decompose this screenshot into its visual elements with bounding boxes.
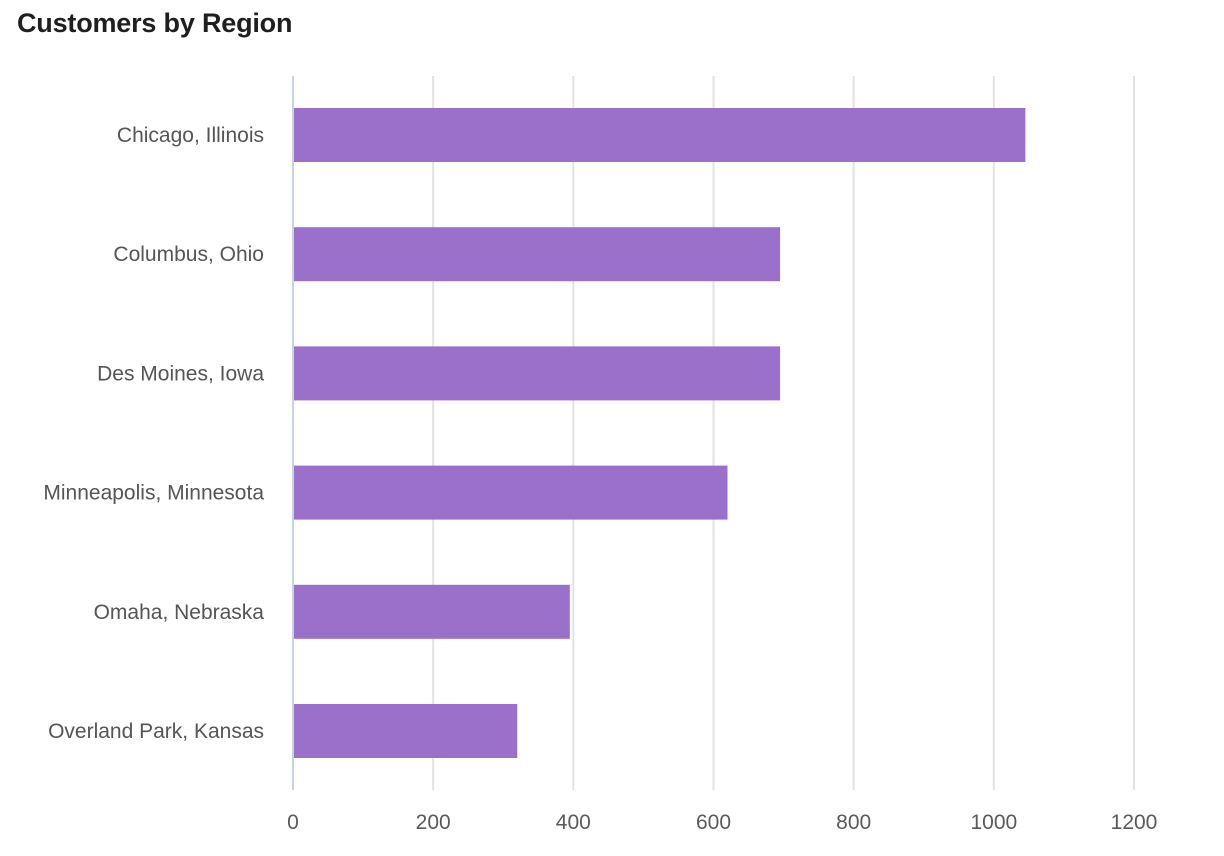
x-tick-label: 200 [416, 811, 451, 834]
x-tick-label: 1000 [970, 811, 1017, 834]
bar-3[interactable] [294, 465, 728, 520]
chart-title: Customers by Region [17, 8, 293, 38]
category-label: Des Moines, Iowa [97, 362, 264, 385]
labels: 0 200 400 600 800 1000 1200 Chicago, Illinois Co… [43, 124, 1157, 834]
gridlines [432, 76, 1135, 790]
category-label: Overland Park, Kansas [48, 720, 264, 743]
x-tick-label: 800 [836, 811, 871, 834]
x-tick-label: 600 [696, 811, 731, 834]
category-label: Chicago, Illinois [117, 124, 264, 147]
bar-1[interactable] [294, 227, 781, 282]
category-label: Minneapolis, Minnesota [43, 482, 264, 505]
bar-0[interactable] [294, 108, 1026, 162]
bar-4[interactable] [294, 584, 570, 639]
category-label: Columbus, Ohio [113, 243, 264, 266]
bar-2[interactable] [294, 346, 781, 401]
category-label: Omaha, Nebraska [94, 601, 265, 624]
bars [294, 108, 1026, 758]
bar-5[interactable] [294, 704, 518, 758]
x-tick-label: 0 [287, 811, 299, 834]
x-tick-label: 1200 [1111, 811, 1158, 834]
x-tick-label: 400 [556, 811, 591, 834]
